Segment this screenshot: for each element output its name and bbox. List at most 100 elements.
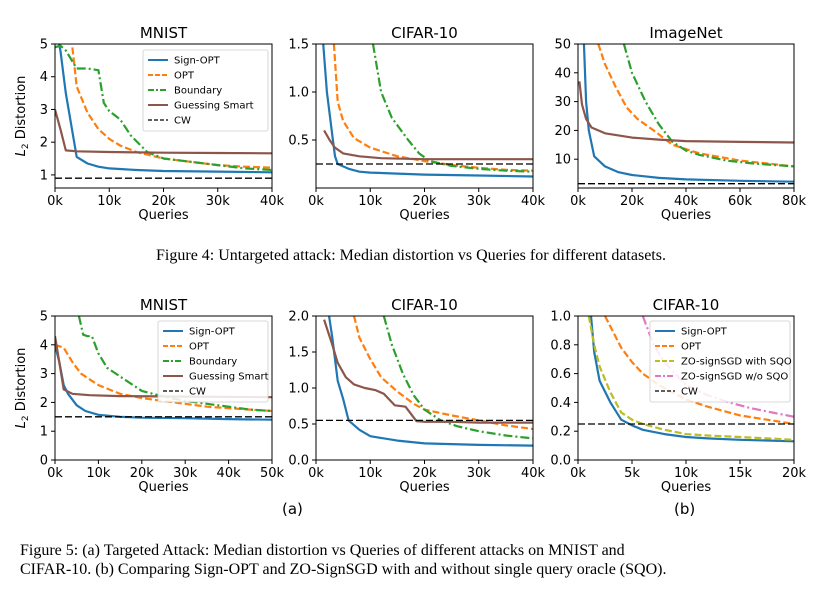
x-tick-label: 0k [47,194,63,209]
fig5-zo-legend: Sign-OPT OPT ZO-signSGD with SQO ZO-signSGD… [649,320,792,403]
y-tick-label: 30 [554,95,571,110]
y-tick-label: 2 [40,136,48,151]
y-tick-label: 1.5 [288,346,309,361]
y-tick-label: 0.5 [288,134,309,149]
fig5-mnist-axes-frame [54,315,273,461]
fig5-cifar-axes-frame [315,315,534,461]
y-tick-label: 0.0 [288,454,309,469]
y-tick-label: 50 [554,38,571,53]
x-tick-label: 30k [173,466,198,481]
x-tick-label: 20k [620,194,645,209]
fig5-zo-xlabel: Queries [661,480,711,495]
y-tick-label: 1.5 [288,38,309,53]
x-tick-label: 0k [570,194,586,209]
series-line-boundary [77,316,272,413]
x-tick-label: 80k [782,194,807,209]
y-tick-label: 5 [40,38,48,53]
legend-label-opt: OPT [174,71,195,82]
x-tick-label: 10k [86,466,111,481]
legend-label-zo-signsgd-with-sqo: ZO-signSGD with SQO [681,357,792,368]
figure-5-caption-line-2: CIFAR-10. (b) Comparing Sign-OPT and ZO-… [20,561,667,578]
fig4-imagenet-chart: 0k 20k 40k 60k 80k 10 20 30 40 50 ImageNet Queries [554,24,806,223]
y-tick-label: 0.6 [550,367,571,382]
y-tick-label: 1 [40,168,48,183]
fig5-mnist-chart: 0k 10k 20k 30k 40k 50k 0 1 2 3 4 5 MNIST Queries L2 Di… [14,296,285,495]
fig4-cifar-chart: 0k 10k 20k 30k 40k 0.5 1.0 1.5 CIFAR-10 Queries [288,24,545,223]
fig4-mnist-ylabel: L2 Distortion [14,76,31,157]
y-tick-label: 0.5 [288,418,309,433]
legend-label-guessing-smart: Guessing Smart [174,101,254,112]
series-line-boundary [371,44,533,173]
fig5-mnist-title: MNIST [140,296,188,314]
y-tick-label: 5 [40,310,48,325]
x-tick-label: 30k [467,194,492,209]
figure-5-caption-line-1: Figure 5: (a) Targeted Attack: Median di… [20,542,625,559]
fig4-mnist-chart: 0k 10k 20k 30k 40k 1 2 3 4 5 MNIST Queries L2 Distor… [14,24,285,223]
fig4-imagenet-title: ImageNet [649,24,722,42]
series-line-sign-opt [322,44,533,178]
legend-label-sign-opt: Sign-OPT [189,327,236,338]
series-line-zo-signsgd-with-sqo [587,316,794,441]
x-tick-label: 20k [782,466,807,481]
fig4-mnist-legend: Sign-OPT OPT Boundary Guessing Smart CW [142,49,269,132]
y-tick-label: 0.2 [550,425,571,440]
legend-box [649,320,791,403]
y-tick-label: 3 [40,103,48,118]
x-tick-label: 20k [130,466,155,481]
series-line-opt [597,44,794,168]
legend-label-opt: OPT [189,342,210,353]
fig4-imagenet-series [578,44,794,185]
series-line-guessing-smart [55,109,272,155]
figure-4-caption: Figure 4: Untargeted attack: Median dist… [156,247,666,264]
series-line-boundary [622,44,794,168]
legend-label-guessing-smart: Guessing Smart [189,372,269,383]
y-tick-label: 4 [40,70,48,85]
x-tick-label: 0k [47,466,63,481]
fig5-mnist-legend: Sign-OPT OPT Boundary Guessing Smart CW [157,320,269,403]
series-line-sign-opt [327,316,533,447]
legend-label-sign-opt: Sign-OPT [681,327,728,338]
y-tick-label: 3 [40,367,48,382]
legend-label-cw: CW [681,387,698,398]
legend-label-cw: CW [189,387,206,398]
legend-label-sign-opt: Sign-OPT [174,56,221,67]
y-tick-label: 10 [554,153,571,168]
series-line-guessing-smart [578,81,794,144]
x-tick-label: 10k [97,194,122,209]
fig5-zo-title: CIFAR-10 [653,296,720,314]
fig5-cifar-xlabel: Queries [399,480,449,495]
fig5-cifar-series [316,316,533,447]
x-tick-label: 10k [358,466,383,481]
series-line-boundary [55,44,272,172]
subfigure-a-label: (a) [282,500,303,518]
series-line-sign-opt [57,44,272,174]
fig5-mnist-xlabel: Queries [138,480,188,495]
x-tick-label: 40k [260,194,285,209]
y-tick-label: 2 [40,396,48,411]
fig4-cifar-axes-frame [315,43,534,189]
y-tick-label: 1.0 [288,382,309,397]
fig4-imagenet-axes-frame [577,43,795,189]
x-tick-label: 0k [570,466,586,481]
x-tick-label: 60k [728,194,753,209]
fig4-cifar-series [316,44,533,178]
y-tick-label: 40 [554,66,571,81]
x-tick-label: 50k [260,466,285,481]
series-line-opt [332,44,533,172]
legend-box [142,49,269,132]
legend-label-boundary: Boundary [174,86,222,97]
x-tick-label: 40k [674,194,699,209]
x-tick-label: 40k [217,466,242,481]
series-line-opt [604,316,794,426]
x-tick-label: 15k [728,466,753,481]
y-tick-label: 1 [40,425,48,440]
fig4-cifar-title: CIFAR-10 [391,24,458,42]
legend-label-zo-signsgd-w-o-sqo: ZO-signSGD w/o SQO [681,372,788,383]
x-tick-label: 20k [412,194,437,209]
legend-label-opt: OPT [681,342,702,353]
x-tick-label: 0k [308,466,324,481]
y-tick-label: 4 [40,338,48,353]
series-line-sign-opt [589,316,794,443]
y-tick-label: 0 [40,454,48,469]
